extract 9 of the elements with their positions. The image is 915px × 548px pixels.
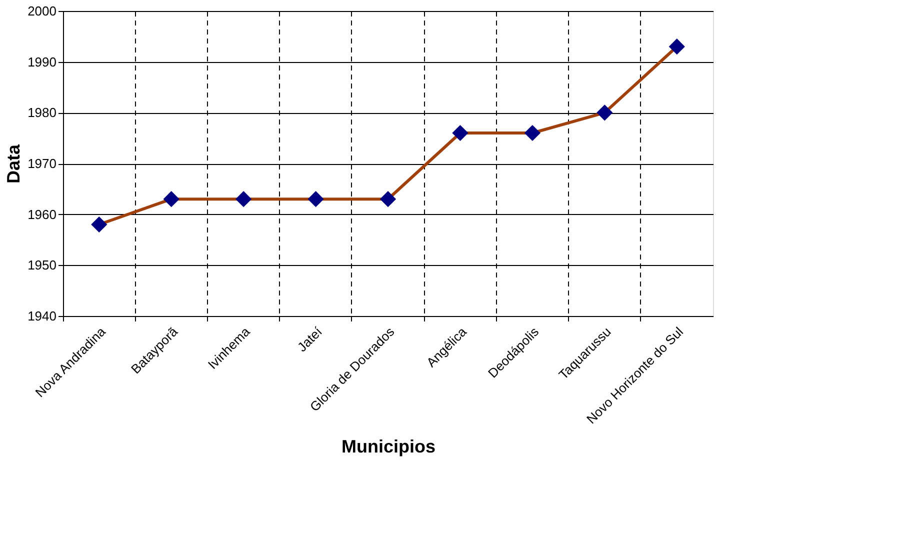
y-tick-label: 1980 bbox=[28, 105, 56, 120]
y-tick-label: 1990 bbox=[28, 54, 56, 70]
y-axis-title: Data bbox=[4, 144, 24, 184]
y-tick-label: 1950 bbox=[28, 258, 56, 273]
y-tick-label: 1970 bbox=[28, 156, 56, 171]
x-axis-title: Municipios bbox=[342, 436, 436, 457]
y-tick-label: 1940 bbox=[28, 308, 56, 324]
y-tick-label: 2000 bbox=[28, 4, 56, 18]
y-tick-label: 1960 bbox=[28, 206, 56, 222]
